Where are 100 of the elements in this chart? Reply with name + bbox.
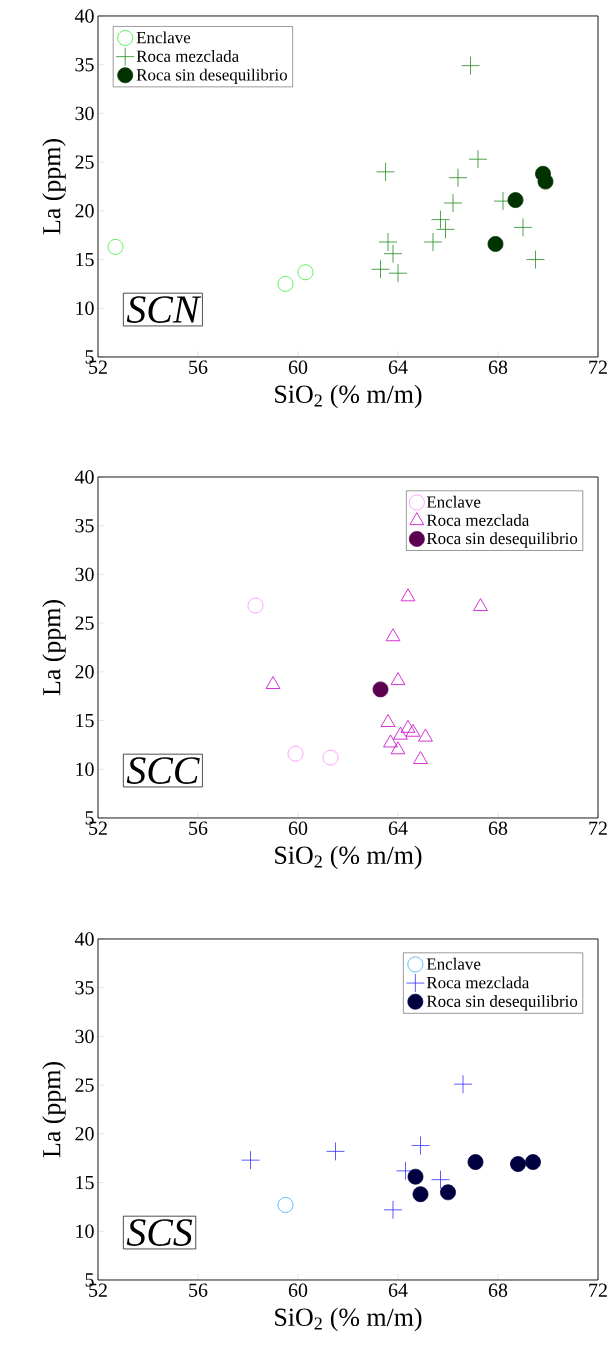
legend-label: Roca sin desequilibrio [136, 68, 288, 84]
x-tick-label: 56 [189, 360, 208, 374]
point [461, 56, 480, 76]
x-axis-title: SiO$_{2}$ (% m/m) [275, 384, 422, 409]
point [376, 162, 395, 182]
y-tick-label: 20 [75, 665, 94, 679]
point [443, 193, 463, 213]
y-axis-title: La (ppm) [42, 139, 66, 235]
y-tick-label: 40 [74, 470, 94, 484]
legend-label: Roca sin desequilibrio [426, 532, 578, 548]
x-tick-label: 56 [189, 1283, 208, 1297]
y-tick-label: 10 [76, 1224, 94, 1238]
point [400, 588, 416, 602]
x-tick-label: 64 [388, 1283, 408, 1297]
point [510, 1156, 526, 1172]
x-tick-label: 72 [589, 1283, 607, 1297]
point [378, 232, 398, 252]
y-axis-title: La (ppm) [42, 1062, 66, 1158]
y-tick-label: 30 [75, 567, 94, 582]
legend-label: Enclave [136, 31, 191, 44]
point [287, 745, 304, 762]
point [431, 210, 450, 230]
point [400, 719, 416, 733]
y-axis-title: La (ppm) [42, 600, 66, 696]
point [265, 676, 281, 689]
legend-label: Roca sin desequilibrio [426, 995, 578, 1011]
point [247, 597, 264, 614]
y-tick-label: 20 [75, 204, 94, 218]
y-tick-label: 20 [75, 1127, 94, 1141]
point [322, 749, 339, 766]
point [436, 219, 455, 239]
point [385, 628, 401, 642]
x-tick-label: 68 [488, 821, 508, 835]
y-tick-label: 15 [76, 252, 94, 267]
point [411, 1136, 430, 1155]
y-tick-label: 15 [76, 1175, 94, 1190]
y-tick-label: 10 [76, 301, 94, 315]
point [487, 236, 504, 252]
point [277, 1197, 294, 1213]
x-tick-label: 60 [288, 1283, 308, 1297]
point [241, 1150, 260, 1170]
point [537, 173, 554, 190]
point [440, 1184, 456, 1201]
legend-label: Enclave [426, 957, 481, 970]
y-tick-label: 25 [75, 155, 94, 169]
point [473, 598, 488, 611]
annotation: SCS [126, 1219, 193, 1246]
point [468, 149, 488, 169]
point [513, 218, 533, 237]
point [380, 714, 396, 727]
legend-label: Roca mezclada [136, 50, 239, 62]
x-axis-title: SiO$_{2}$ (% m/m) [275, 845, 422, 870]
y-tick-label: 40 [74, 9, 94, 23]
point [383, 734, 398, 748]
point [431, 1170, 450, 1190]
legend-label: Roca mezclada [426, 514, 530, 526]
point [453, 1074, 473, 1094]
y-tick-label: 30 [75, 106, 94, 121]
point [507, 192, 524, 209]
point [277, 276, 294, 292]
x-tick-label: 56 [189, 821, 208, 835]
x-tick-label: 60 [288, 821, 308, 835]
point [526, 250, 545, 269]
x-tick-label: 60 [288, 360, 308, 374]
point [388, 263, 408, 283]
point [413, 751, 428, 764]
point [107, 238, 124, 255]
y-tick-label: 35 [75, 981, 94, 995]
y-tick-label: 35 [75, 519, 94, 533]
annotation: SCC [126, 757, 200, 784]
x-tick-label: 72 [589, 360, 607, 374]
legend-label: Roca mezclada [426, 976, 530, 989]
y-tick-label: 25 [75, 1078, 94, 1092]
y-tick-label: 25 [75, 616, 94, 630]
x-tick-label: 72 [589, 821, 607, 835]
point [297, 264, 314, 281]
x-tick-label: 64 [388, 821, 408, 835]
y-tick-label: 10 [76, 762, 94, 776]
y-tick-label: 40 [74, 932, 94, 946]
annotation: SCN [126, 296, 202, 323]
point [418, 728, 433, 742]
point [326, 1141, 345, 1161]
y-tick-label: 30 [75, 1029, 94, 1044]
x-tick-label: 64 [388, 360, 408, 374]
point [371, 259, 390, 279]
point [405, 723, 421, 737]
point [383, 244, 403, 264]
x-axis-title: SiO$_{2}$ (% m/m) [275, 1307, 422, 1332]
point [423, 232, 443, 252]
point [383, 1200, 403, 1220]
point [412, 1186, 429, 1203]
point [525, 1154, 541, 1170]
point [390, 741, 406, 755]
x-tick-label: 68 [488, 1283, 508, 1297]
point [467, 1154, 484, 1170]
legend-label: Enclave [426, 495, 481, 508]
y-tick-label: 35 [75, 58, 94, 72]
point [448, 168, 468, 188]
y-tick-label: 15 [76, 713, 94, 728]
point [390, 672, 406, 686]
